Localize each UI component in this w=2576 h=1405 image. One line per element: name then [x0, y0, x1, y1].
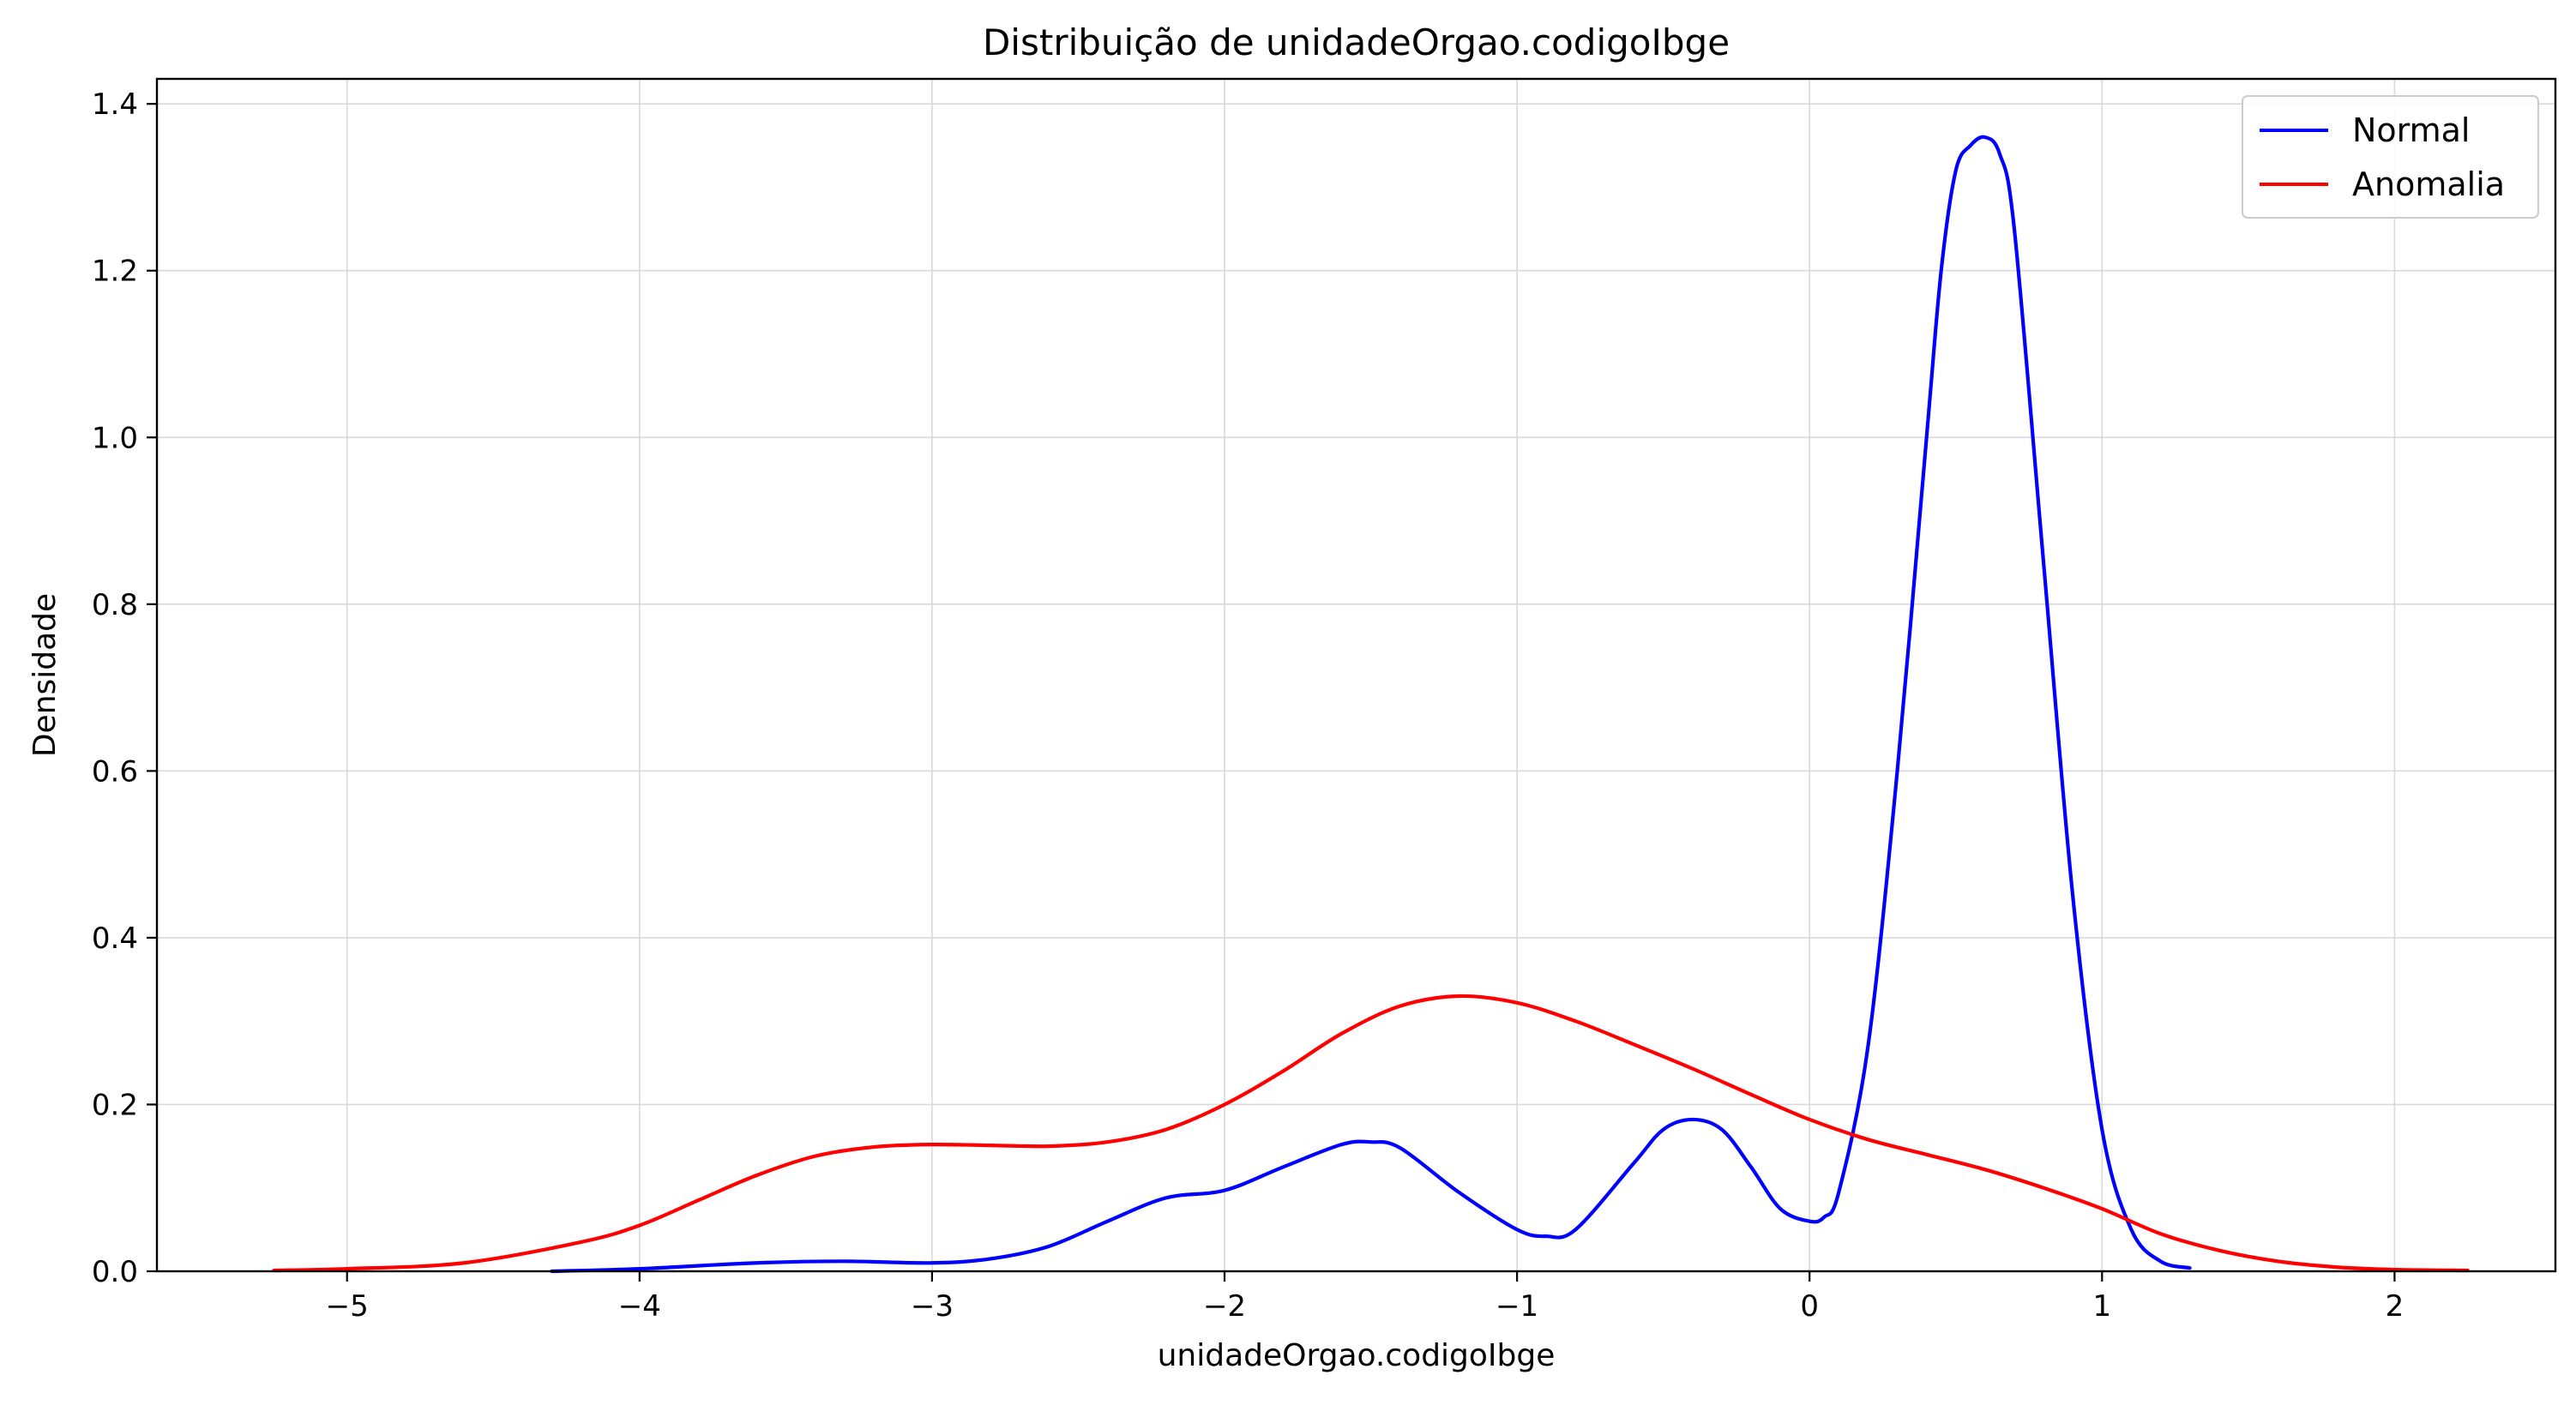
y-tick-label: 0.4	[92, 922, 138, 956]
grid	[157, 79, 2555, 1272]
x-tick-label: 0	[1800, 1289, 1819, 1324]
series-line-anomalia	[272, 994, 2470, 1273]
legend-label-anomalia: Anomalia	[2352, 165, 2505, 203]
x-tick-label: −3	[911, 1289, 954, 1324]
legend-label-normal: Normal	[2352, 111, 2471, 149]
x-tick-label: −1	[1496, 1289, 1538, 1324]
x-tick-label: −4	[618, 1289, 661, 1324]
legend-box	[2242, 95, 2539, 219]
plot-area-frame	[155, 77, 2557, 1273]
x-tick-label: 2	[2386, 1289, 2404, 1324]
x-axis-label: unidadeOrgao.codigoIbge	[1158, 1338, 1556, 1373]
y-tick-label: 1.2	[92, 255, 138, 289]
x-tick-label: −2	[1203, 1289, 1246, 1324]
x-tick-label: −5	[326, 1289, 369, 1324]
y-tick-label: 0.6	[92, 754, 138, 789]
y-tick-label: 0.2	[92, 1088, 138, 1122]
y-tick-label: 1.4	[92, 87, 138, 122]
series-layer	[272, 135, 2470, 1274]
chart-title: Distribuição de unidadeOrgao.codigoIbge	[983, 21, 1730, 63]
y-axis-label: Densidade	[27, 593, 63, 757]
series-line-normal	[550, 135, 2192, 1274]
y-tick-label: 1.0	[92, 421, 138, 455]
x-tick-label: 1	[2092, 1289, 2111, 1324]
y-tick-label: 0.8	[92, 588, 138, 622]
legend: Normal Anomalia	[2242, 95, 2539, 219]
ticks: −5 −4 −3 −2 −1 0 1 2 0.0 0.2 0.4 0.6 0.8 1.0 1.2 1.4	[92, 87, 2404, 1324]
y-tick-label: 0.0	[92, 1255, 138, 1289]
